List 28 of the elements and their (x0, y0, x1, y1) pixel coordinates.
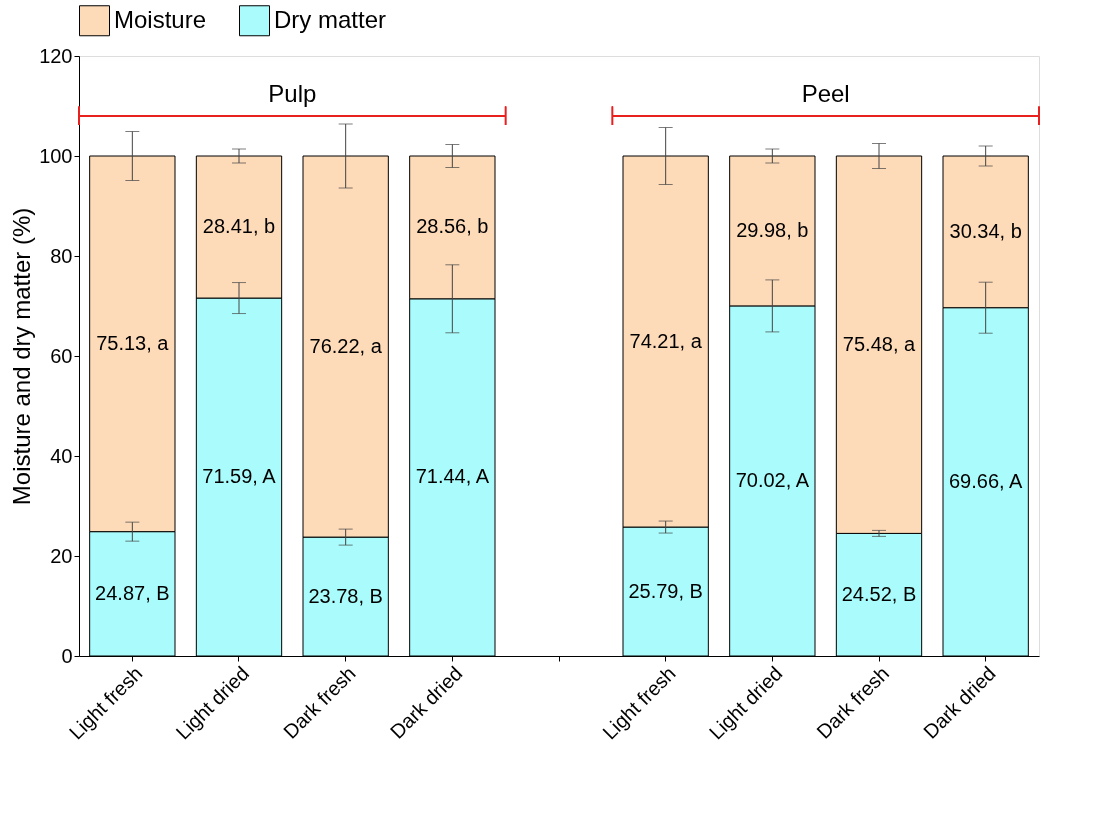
data-label: 24.87, B (95, 581, 170, 604)
data-label: 25.79, B (628, 579, 703, 602)
legend-label: Dry matter (274, 5, 387, 33)
data-label: 74.21, a (629, 329, 703, 352)
data-label: 28.56, b (416, 215, 489, 238)
data-label: 29.98, b (736, 218, 809, 241)
data-label: 70.02, A (735, 468, 810, 491)
annotation: Pulp (268, 80, 317, 107)
y-tick-label: 20 (50, 544, 73, 567)
data-label: 69.66, A (948, 469, 1024, 492)
y-tick-label: 60 (50, 344, 73, 367)
data-label: 30.34, b (949, 219, 1022, 242)
data-label: 75.13, a (96, 331, 170, 354)
data-label: 28.41, b (202, 215, 276, 238)
y-tick-label: 120 (39, 44, 73, 67)
data-label: 71.44, A (415, 465, 490, 488)
data-label: 76.22, a (309, 334, 383, 357)
data-label: 23.78, B (308, 584, 383, 607)
y-tick-label: 0 (61, 644, 73, 667)
y-tick-label: 80 (50, 244, 73, 267)
data-label: 24.52, B (841, 582, 917, 605)
y-axis-title: Moisture and dry matter (%) (8, 207, 36, 506)
data-label: 71.59, A (202, 465, 277, 488)
y-tick-label: 100 (39, 144, 73, 167)
y-tick-label: 40 (50, 444, 73, 467)
data-label: 75.48, a (842, 332, 917, 355)
annotation: Peel (801, 80, 850, 107)
legend-label: Moisture (114, 5, 207, 33)
